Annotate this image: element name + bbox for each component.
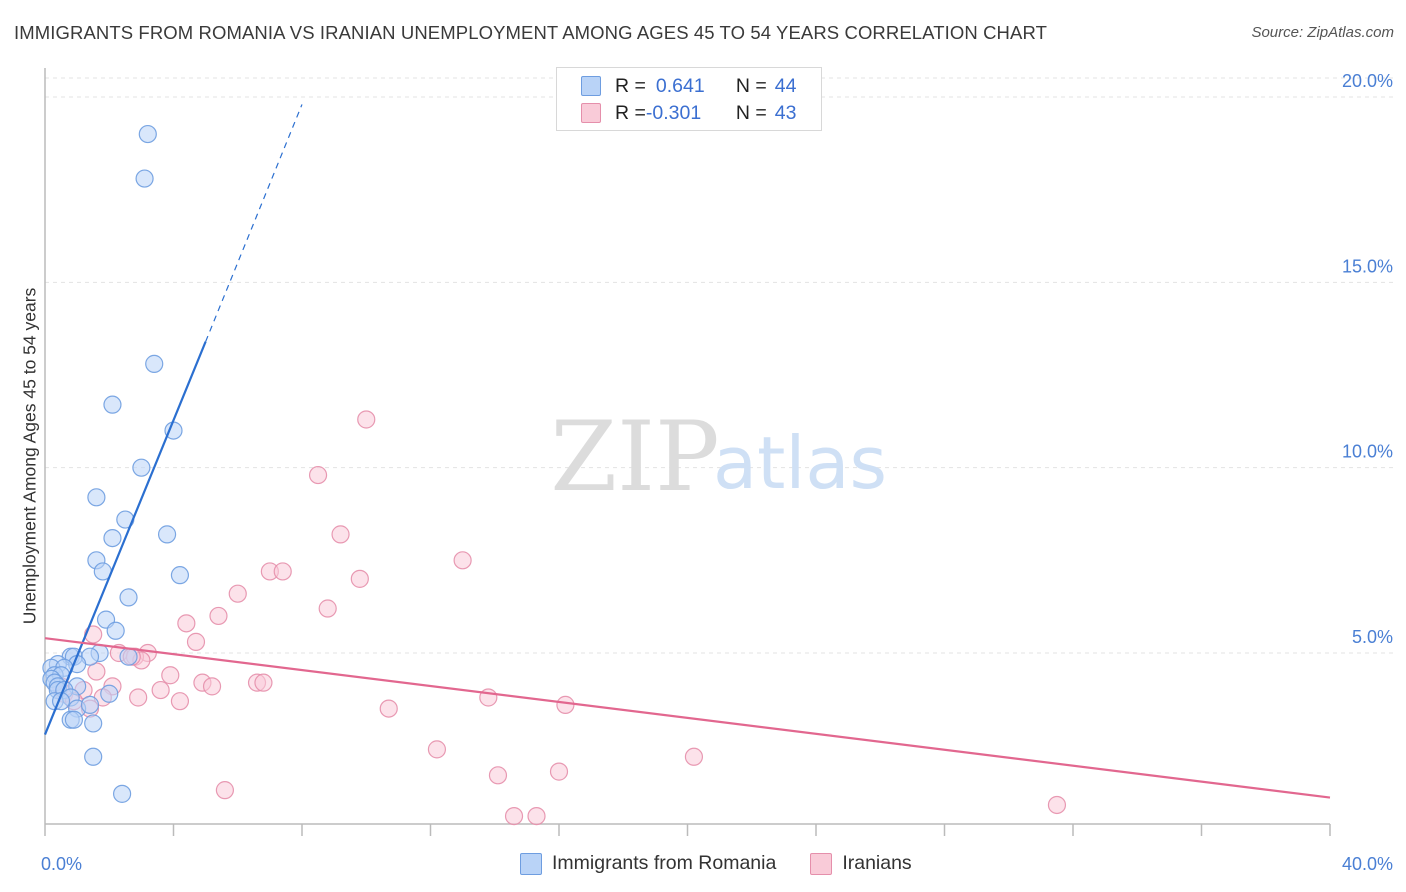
iranians-point <box>504 806 524 826</box>
iranians-point <box>209 606 228 626</box>
legend-n-value: 44 <box>774 74 797 97</box>
iranians-point <box>151 680 170 700</box>
iranians-point <box>357 410 376 429</box>
series-swatch-romania <box>520 852 542 875</box>
legend-swatch-iranians <box>581 103 601 123</box>
series-legend-item-romania[interactable]: Immigrants from Romania <box>520 852 776 875</box>
series-swatch-iranians <box>810 852 833 875</box>
y-axis-label: Unemployment Among Ages 45 to 54 years <box>19 287 40 625</box>
romania-point <box>145 354 164 373</box>
axes <box>44 68 1331 836</box>
trendlines <box>43 104 1331 799</box>
romania-point <box>119 647 138 666</box>
series-label-iranians: Iranians <box>842 852 912 874</box>
legend-n-value: 43 <box>774 101 797 124</box>
romania-point <box>84 747 103 766</box>
iranians-point <box>308 465 328 485</box>
romania-point <box>103 395 122 414</box>
series-legend-item-iranians[interactable]: Iranians <box>810 852 912 875</box>
iranians-point <box>453 551 472 570</box>
iranians-point <box>215 781 234 800</box>
legend-row-romania: R = 0.641 N = 44 <box>581 73 796 99</box>
romania-point <box>106 621 125 640</box>
iranians-point <box>202 677 222 696</box>
iranians-point <box>527 806 546 826</box>
x-tick-label: 40.0% <box>1342 854 1393 874</box>
romania-point <box>119 588 138 607</box>
iranians-point <box>254 673 273 692</box>
iranians-trendline <box>44 637 1331 799</box>
watermark: ZIP atlas <box>550 401 887 513</box>
romania-point <box>132 458 151 477</box>
y-tick-label: 5.0% <box>1352 627 1393 647</box>
legend-swatch-romania <box>581 76 601 96</box>
iranians-point <box>129 688 148 707</box>
iranians-point <box>177 614 196 633</box>
iranians-point <box>1047 795 1067 815</box>
x-tick-label: 0.0% <box>41 854 82 874</box>
iranians-point <box>556 695 575 714</box>
iranians-point <box>427 740 447 759</box>
gridlines <box>45 77 1395 654</box>
tick-labels: 5.0% 10.0% 15.0% 20.0% 0.0% 40.0% <box>41 71 1393 874</box>
source-credit: Source: ZipAtlas.com <box>1251 24 1394 41</box>
series-romania-points <box>42 124 190 803</box>
watermark-zip: ZIP <box>550 401 719 513</box>
series-label-romania: Immigrants from Romania <box>552 852 777 874</box>
romania-point <box>87 488 106 507</box>
romania-point <box>103 528 122 548</box>
y-tick-label: 20.0% <box>1342 71 1393 91</box>
legend-r-value: -0.301 <box>645 101 702 124</box>
romania-point <box>170 566 190 585</box>
watermark-atlas: atlas <box>713 421 887 505</box>
iranians-point <box>228 584 247 603</box>
romania-point <box>112 784 132 803</box>
iranians-point <box>161 666 180 685</box>
romania-point <box>138 124 157 144</box>
iranians-point <box>273 562 292 581</box>
iranians-point <box>170 692 190 711</box>
romania-point <box>135 169 154 188</box>
correlation-legend: R = 0.641 N = 44 R = -0.301 N = 43 <box>556 67 822 131</box>
legend-n-label: N = <box>735 74 767 97</box>
romania-trendline <box>43 341 207 735</box>
iranians-point <box>549 762 569 781</box>
iranians-point <box>350 569 369 588</box>
legend-row-iranians: R = -0.301 N = 43 <box>581 100 796 126</box>
legend-r-value: 0.641 <box>655 74 705 97</box>
y-tick-label: 15.0% <box>1342 256 1393 276</box>
romania-point <box>100 684 119 703</box>
romania-trendline-extension <box>205 104 303 342</box>
iranians-point <box>379 699 398 718</box>
iranians-point <box>488 766 508 785</box>
legend-r-label: R = <box>615 74 646 97</box>
series-legend: Immigrants from Romania Iranians <box>520 852 946 875</box>
romania-point <box>157 525 177 544</box>
legend-r-label: R = <box>615 101 646 124</box>
romania-point <box>80 695 100 714</box>
romania-point <box>84 714 103 733</box>
iranians-point <box>684 747 704 766</box>
y-tick-label: 10.0% <box>1342 442 1393 462</box>
iranians-point <box>318 599 337 618</box>
series-iranians-points <box>51 410 1067 826</box>
iranians-point <box>331 525 350 544</box>
chart-title: IMMIGRANTS FROM ROMANIA VS IRANIAN UNEMP… <box>14 22 1047 43</box>
iranians-point <box>84 625 103 644</box>
romania-point <box>64 710 84 729</box>
legend-n-label: N = <box>735 101 767 124</box>
iranians-point <box>186 632 206 651</box>
